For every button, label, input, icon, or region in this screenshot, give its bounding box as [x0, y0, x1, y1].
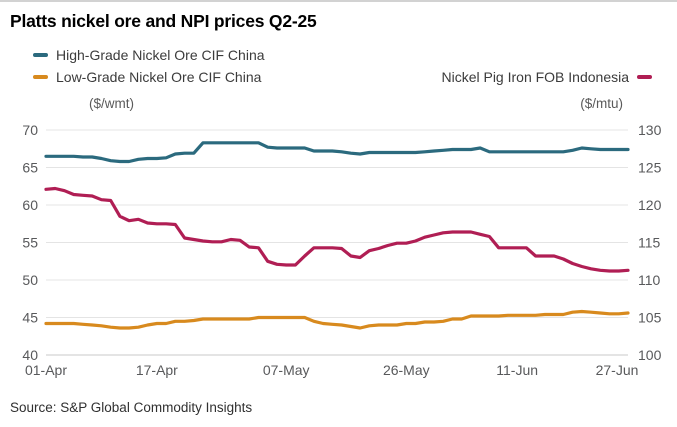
left-axis-tick-label: 70 [22, 122, 38, 138]
right-axis-tick-label: 110 [638, 272, 661, 288]
left-axis-tick-label: 50 [22, 272, 38, 288]
high-grade-line-swatch-icon [33, 53, 48, 57]
series-line-low-grade [44, 309, 630, 330]
series-line-npi [44, 186, 630, 273]
x-axis-tick-label: 01-Apr [25, 362, 67, 378]
line-chart: 70 65 60 55 50 45 40 130 125 120 115 110 105 100 01-Ap… [0, 113, 677, 383]
low-grade-legend-label: Low-Grade Nickel Ore CIF China [56, 69, 262, 85]
chart-title: Platts nickel ore and NPI prices Q2-25 [10, 11, 317, 31]
right-axis-tick-label: 125 [638, 160, 662, 176]
left-axis-tick-label: 60 [22, 197, 38, 213]
left-axis-tick-label: 55 [22, 235, 38, 251]
legend-row-high-grade: High-Grade Nickel Ore CIF China [33, 44, 652, 66]
left-axis-tick-label: 40 [22, 347, 38, 363]
right-axis-tick-label: 115 [638, 235, 661, 251]
high-grade-legend-label: High-Grade Nickel Ore CIF China [56, 47, 265, 63]
series-line-high-grade [44, 141, 630, 164]
line-chart-svg: 70 65 60 55 50 45 40 130 125 120 115 110 105 100 01-Ap… [22, 122, 662, 378]
right-axis-tick-label: 105 [638, 310, 662, 326]
legend-row-low-grade-npi: Low-Grade Nickel Ore CIF China Nickel Pi… [33, 66, 652, 88]
x-axis-tick-label: 26-May [383, 362, 430, 378]
right-axis-tick-label: 130 [638, 122, 662, 138]
x-axis-tick-label: 11-Jun [496, 362, 538, 378]
chart-legend: High-Grade Nickel Ore CIF China Low-Grad… [0, 44, 677, 111]
npi-legend-label: Nickel Pig Iron FOB Indonesia [441, 69, 629, 85]
right-axis-unit-label: ($/mtu) [580, 96, 623, 111]
x-axis-tick-label: 27-Jun [596, 362, 639, 378]
source-note: Source: S&P Global Commodity Insights [10, 400, 253, 415]
left-axis-unit-label: ($/wmt) [89, 96, 134, 111]
npi-line-swatch-icon [637, 75, 652, 79]
x-axis-tick-label: 17-Apr [136, 362, 178, 378]
left-axis-tick-label: 65 [22, 160, 38, 176]
left-axis-tick-label: 45 [22, 310, 38, 326]
low-grade-line-swatch-icon [33, 75, 48, 79]
axis-units-row: ($/wmt) ($/mtu) [33, 96, 652, 111]
right-axis-tick-label: 120 [638, 197, 662, 213]
legend-group-npi: Nickel Pig Iron FOB Indonesia [441, 69, 652, 85]
legend-group-low-grade: Low-Grade Nickel Ore CIF China [33, 69, 261, 85]
right-axis-tick-label: 100 [638, 347, 662, 363]
x-axis-tick-label: 07-May [263, 362, 310, 378]
